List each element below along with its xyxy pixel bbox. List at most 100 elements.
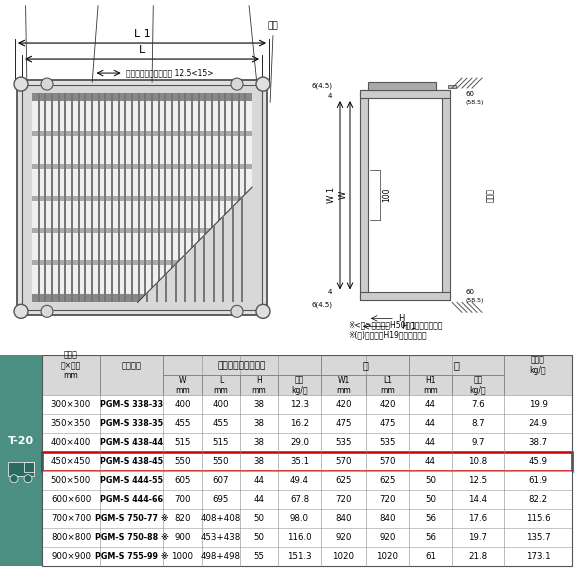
Text: PGM-S 438-45: PGM-S 438-45	[100, 457, 163, 466]
Bar	[124, 93, 126, 302]
Text: 920: 920	[380, 533, 396, 542]
Circle shape	[256, 77, 270, 91]
Text: 300×300: 300×300	[51, 400, 91, 410]
Text: 498+498: 498+498	[201, 552, 241, 561]
Text: 呼称記号: 呼称記号	[122, 361, 142, 370]
Bar	[0, 355, 42, 566]
Bar	[42, 452, 572, 471]
Bar	[42, 414, 572, 433]
Text: ベアリングバー: ベアリングバー	[80, 0, 118, 82]
Text: W 1: W 1	[327, 187, 336, 203]
Text: 7.6: 7.6	[471, 400, 485, 410]
Bar	[42, 509, 572, 528]
Text: 450×450: 450×450	[51, 457, 91, 466]
Bar	[244, 93, 247, 302]
Bar	[32, 196, 252, 200]
Text: クロスバー: クロスバー	[140, 0, 167, 82]
Bar	[158, 93, 160, 302]
Text: 455: 455	[175, 419, 191, 429]
Text: 570: 570	[335, 457, 352, 466]
Bar	[42, 395, 572, 414]
Text: 60: 60	[466, 289, 475, 295]
Text: 82.2: 82.2	[528, 495, 548, 504]
Bar	[194, 245, 196, 302]
Text: PGM-S 338-33: PGM-S 338-33	[100, 400, 163, 410]
Text: 625: 625	[335, 476, 352, 485]
Bar	[203, 235, 205, 302]
Bar	[232, 206, 234, 302]
Text: 50: 50	[425, 495, 436, 504]
Bar	[42, 547, 572, 566]
Polygon shape	[138, 187, 252, 302]
Bar	[238, 93, 240, 302]
Bar	[163, 376, 202, 395]
Bar	[204, 93, 206, 302]
Text: 98.0: 98.0	[290, 514, 309, 523]
Bar	[218, 93, 219, 302]
Text: 900: 900	[175, 533, 191, 542]
Text: 60: 60	[466, 91, 475, 97]
Bar	[37, 93, 40, 302]
Text: 56: 56	[425, 514, 436, 523]
Bar	[191, 93, 193, 302]
Text: 720: 720	[379, 495, 396, 504]
Text: 900×900: 900×900	[51, 552, 91, 561]
Text: 44: 44	[425, 438, 436, 447]
Text: PGM-S 444-66: PGM-S 444-66	[100, 495, 163, 504]
Text: 700: 700	[175, 495, 191, 504]
Text: 720: 720	[335, 495, 352, 504]
Text: 1000: 1000	[172, 552, 194, 561]
Text: 475: 475	[335, 419, 352, 429]
Text: 50: 50	[425, 476, 436, 485]
Text: ベアリングバーピッチ 12.5<15>: ベアリングバーピッチ 12.5<15>	[126, 69, 213, 78]
Bar	[22, 85, 262, 310]
Text: 151.3: 151.3	[287, 552, 312, 561]
Text: 820: 820	[175, 514, 191, 523]
Text: 55: 55	[253, 552, 264, 561]
Bar	[32, 93, 252, 302]
Bar	[44, 93, 46, 302]
Text: 35.1: 35.1	[290, 457, 309, 466]
Text: 920: 920	[335, 533, 352, 542]
Text: 50: 50	[253, 533, 264, 542]
Bar	[177, 93, 180, 302]
Text: L 1: L 1	[134, 29, 150, 39]
Bar	[240, 376, 278, 395]
Text: 61: 61	[425, 552, 436, 561]
Bar	[184, 255, 186, 302]
Text: 14.4: 14.4	[468, 495, 487, 504]
Text: 44: 44	[425, 400, 436, 410]
Bar	[104, 93, 107, 302]
Text: 38: 38	[253, 400, 264, 410]
Text: 840: 840	[335, 514, 352, 523]
Text: アンカー φ9: アンカー φ9	[230, 0, 266, 82]
Text: 607: 607	[213, 476, 229, 485]
Bar	[42, 490, 572, 509]
Text: 515: 515	[213, 438, 229, 447]
Text: 重量
kg/枚: 重量 kg/枚	[469, 376, 486, 395]
Circle shape	[41, 78, 53, 90]
Bar	[17, 80, 267, 315]
Bar	[32, 164, 252, 169]
Bar	[42, 355, 572, 376]
Text: 10.8: 10.8	[468, 457, 487, 466]
Bar	[360, 90, 368, 300]
Text: PGM-S 438-44: PGM-S 438-44	[100, 438, 163, 447]
Text: 38: 38	[253, 419, 264, 429]
Text: 24.9: 24.9	[529, 419, 548, 429]
Bar	[171, 93, 173, 302]
Text: PGM-S 750-88 ※: PGM-S 750-88 ※	[94, 533, 168, 542]
Bar	[224, 93, 226, 302]
Text: 453+438: 453+438	[201, 533, 241, 542]
Text: 16.2: 16.2	[290, 419, 309, 429]
Text: 400: 400	[175, 400, 191, 410]
Text: PGM-S 755-99 ※: PGM-S 755-99 ※	[94, 552, 168, 561]
Bar	[211, 93, 213, 302]
Bar	[111, 93, 113, 302]
Text: H1
mm: H1 mm	[423, 376, 438, 395]
Text: 535: 535	[379, 438, 396, 447]
Bar	[198, 93, 200, 302]
Text: 695: 695	[213, 495, 229, 504]
Text: L
mm: L mm	[214, 376, 228, 395]
Text: エンドバー: エンドバー	[12, 0, 39, 88]
